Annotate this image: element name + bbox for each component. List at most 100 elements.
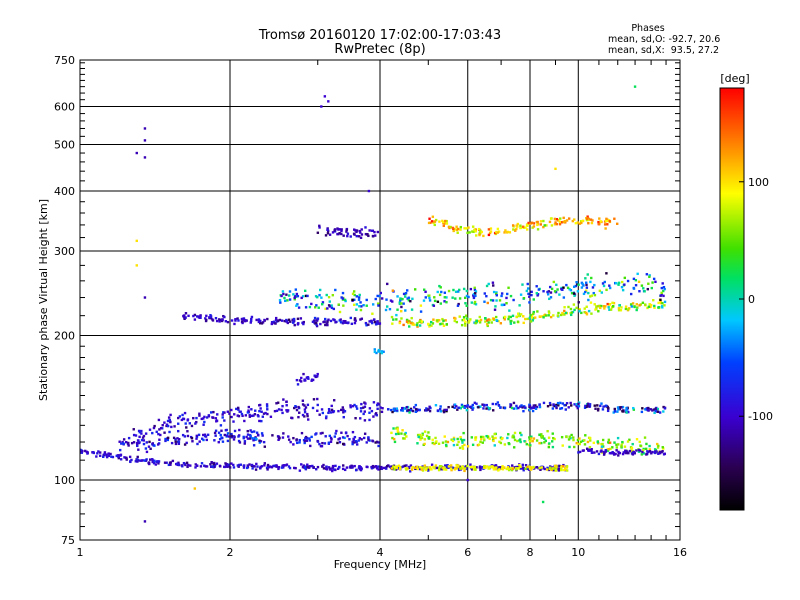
data-point [452,288,455,292]
data-point [404,431,407,435]
data-point [283,319,286,323]
data-point [393,468,396,471]
data-point [577,283,580,286]
data-point [230,434,234,438]
data-point [316,317,320,320]
data-point [496,231,499,234]
data-point [163,461,167,464]
data-point [648,303,651,306]
data-point [557,218,560,222]
data-point [459,467,463,470]
data-point [149,447,152,450]
data-point [329,468,332,471]
data-point [192,314,195,318]
data-point [583,406,587,409]
data-point [327,466,331,469]
data-point [400,310,403,313]
data-point [292,443,295,446]
data-point [596,440,599,444]
data-point [187,463,190,467]
data-point [184,422,187,425]
data-point [546,466,549,470]
data-point [474,438,477,441]
data-point [608,308,611,311]
data-point [624,409,628,412]
data-point [255,318,258,322]
data-point [190,437,194,440]
data-point [572,438,575,442]
data-point [124,456,128,460]
data-point [269,415,273,418]
data-point [130,458,133,462]
data-point [615,222,619,226]
data-point [632,408,636,411]
data-point [285,319,289,323]
data-point [164,439,167,443]
data-point [578,442,581,446]
data-point [444,468,448,471]
data-point [304,437,307,440]
data-point [456,465,460,469]
data-point [337,303,340,306]
data-point [585,311,588,315]
data-point [205,314,208,318]
data-point [626,408,629,411]
data-point [121,440,124,444]
data-point [531,439,534,443]
data-point [353,441,356,444]
data-point [334,288,337,292]
data-point [526,465,529,469]
data-point [262,440,266,444]
data-point [588,403,592,406]
data-point [340,408,343,412]
data-point [436,466,439,470]
data-point [443,435,446,438]
data-point [390,431,393,435]
data-point [575,306,578,310]
data-point [143,139,147,142]
data-point [524,467,527,470]
data-point [327,295,331,299]
data-point [419,438,422,441]
data-point [495,294,498,297]
data-point [135,151,138,155]
data-point [251,437,254,440]
data-point [203,420,206,424]
data-point [168,461,172,465]
data-point [98,451,102,454]
data-point [136,458,139,461]
data-point [654,450,657,453]
data-point [474,230,477,233]
data-point [602,305,606,308]
data-point [642,447,645,451]
data-point [177,442,181,445]
data-point [252,430,256,433]
data-point [241,320,244,323]
data-point [604,404,608,407]
data-point [400,305,403,309]
data-point [595,450,599,453]
data-point [519,440,522,444]
data-point [405,320,409,323]
data-point [119,453,123,457]
data-point [455,225,458,228]
data-point [477,443,481,446]
data-point [531,406,534,409]
data-point [506,436,509,440]
data-point [224,429,228,432]
data-point [585,283,588,287]
data-point [583,443,587,446]
data-point [578,222,581,225]
data-point [371,464,375,468]
data-point [331,469,334,473]
data-point [411,466,414,469]
data-point [485,403,488,407]
data-point [166,424,170,428]
data-point [475,319,479,323]
data-point [177,416,180,420]
data-points [80,85,667,523]
data-point [321,301,325,304]
data-point [640,453,644,456]
data-point [546,405,550,408]
data-point [134,434,138,437]
